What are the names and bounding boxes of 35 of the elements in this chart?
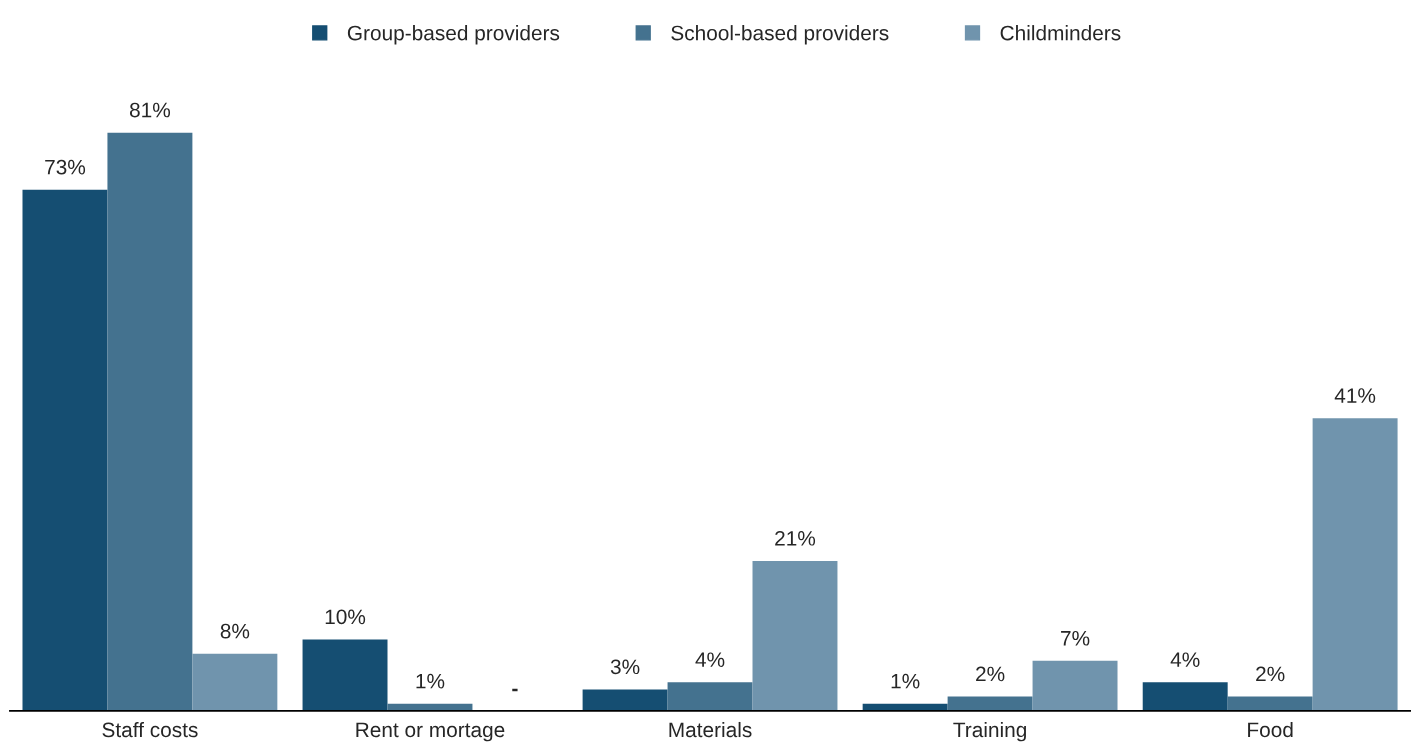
data-label: 4% xyxy=(1170,652,1200,667)
bar xyxy=(1032,660,1118,711)
x-tick-label: Rent or mortage xyxy=(356,722,505,742)
data-label: 81% xyxy=(129,102,171,118)
bar xyxy=(1312,418,1398,711)
legend-label: School-based providers xyxy=(671,25,889,45)
data-label: 73% xyxy=(45,159,86,175)
bar xyxy=(582,689,668,711)
data-label: 1% xyxy=(416,673,445,689)
legend-label: Childminders xyxy=(1000,25,1121,41)
bar xyxy=(192,653,278,711)
data-label: 10% xyxy=(325,609,366,625)
bar xyxy=(667,682,753,711)
data-label: 2% xyxy=(1256,666,1285,682)
x-tick-label: Staff costs xyxy=(102,721,198,738)
bar xyxy=(107,132,193,711)
data-label: 8% xyxy=(220,623,250,639)
bar xyxy=(22,189,108,711)
bar xyxy=(302,639,388,711)
x-tick-label: Materials xyxy=(669,721,752,738)
x-tick-label: Food xyxy=(1248,721,1293,738)
data-label: 1% xyxy=(891,673,920,689)
bar xyxy=(947,696,1033,711)
data-label: 7% xyxy=(1061,630,1090,646)
text: - xyxy=(512,688,518,692)
legend-label: Group-based providers xyxy=(347,25,560,45)
data-label: 3% xyxy=(610,659,640,675)
bar xyxy=(752,560,838,711)
data-label: 21% xyxy=(775,530,816,546)
bar xyxy=(1227,696,1313,711)
data-label: 2% xyxy=(976,666,1005,682)
data-label: 41% xyxy=(1334,388,1376,403)
x-tick-label: Training xyxy=(953,721,1026,742)
data-label: 4% xyxy=(695,652,725,667)
bar xyxy=(1142,682,1228,711)
